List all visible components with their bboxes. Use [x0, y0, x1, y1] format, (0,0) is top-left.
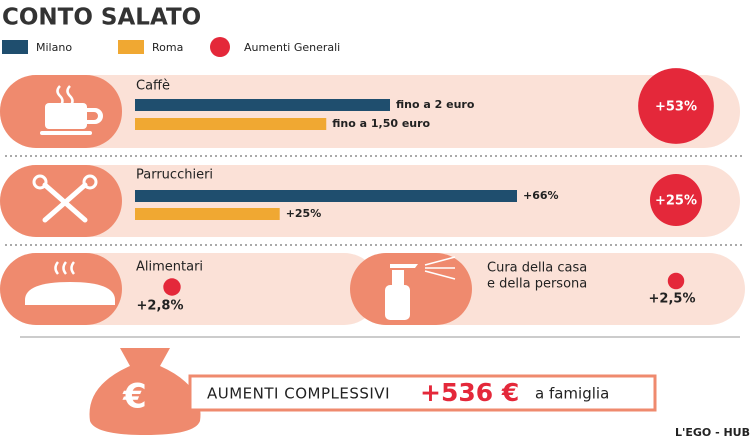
bread-icon [25, 261, 115, 305]
general-label: +53% [655, 100, 697, 115]
total-value: +536 € [420, 378, 519, 407]
total-suffix: a famiglia [535, 385, 609, 403]
general-bubble [163, 278, 181, 296]
legend-label: Aumenti Generali [244, 41, 340, 54]
panel-label: Caffè [136, 79, 170, 94]
legend-label: Roma [152, 41, 183, 54]
bar [135, 190, 517, 202]
money-bag-icon: € [89, 348, 201, 435]
bar-label: fino a 1,50 euro [332, 117, 430, 130]
bar [135, 99, 390, 111]
title: CONTO SALATO [2, 5, 201, 31]
bar-label: +66% [523, 189, 559, 202]
spray-icon [385, 256, 456, 320]
general-bubble [650, 174, 702, 226]
euro-symbol: € [122, 377, 147, 417]
bar-label: +25% [286, 207, 322, 220]
bar-label: fino a 2 euro [396, 98, 475, 111]
general-bubble [638, 68, 714, 144]
scissors-icon [32, 174, 98, 223]
credit: L'EGO - HUB [675, 426, 750, 439]
legend-label: Milano [36, 41, 72, 54]
icon-bg [350, 253, 472, 325]
total-box [188, 374, 657, 412]
panel-label: Alimentari [136, 260, 203, 275]
general-label: +25% [655, 194, 697, 209]
panel-label: Parrucchieri [136, 168, 213, 183]
total-label: AUMENTI COMPLESSIVI [207, 385, 390, 403]
bar [135, 118, 327, 130]
coffee-icon [40, 85, 103, 135]
bar [135, 208, 280, 220]
legend-swatch [2, 40, 28, 54]
legend-swatch [210, 37, 230, 57]
general-bubble [667, 272, 685, 290]
general-label: +2,8% [137, 299, 184, 314]
general-label: +2,5% [649, 292, 696, 307]
panel-label: e della persona [487, 277, 587, 292]
panel-label: Cura della casa [487, 261, 587, 276]
legend-swatch [118, 40, 144, 54]
